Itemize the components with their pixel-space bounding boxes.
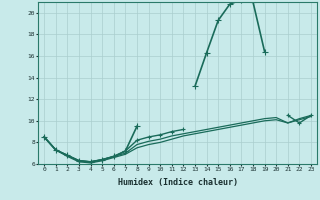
X-axis label: Humidex (Indice chaleur): Humidex (Indice chaleur) xyxy=(118,178,238,187)
